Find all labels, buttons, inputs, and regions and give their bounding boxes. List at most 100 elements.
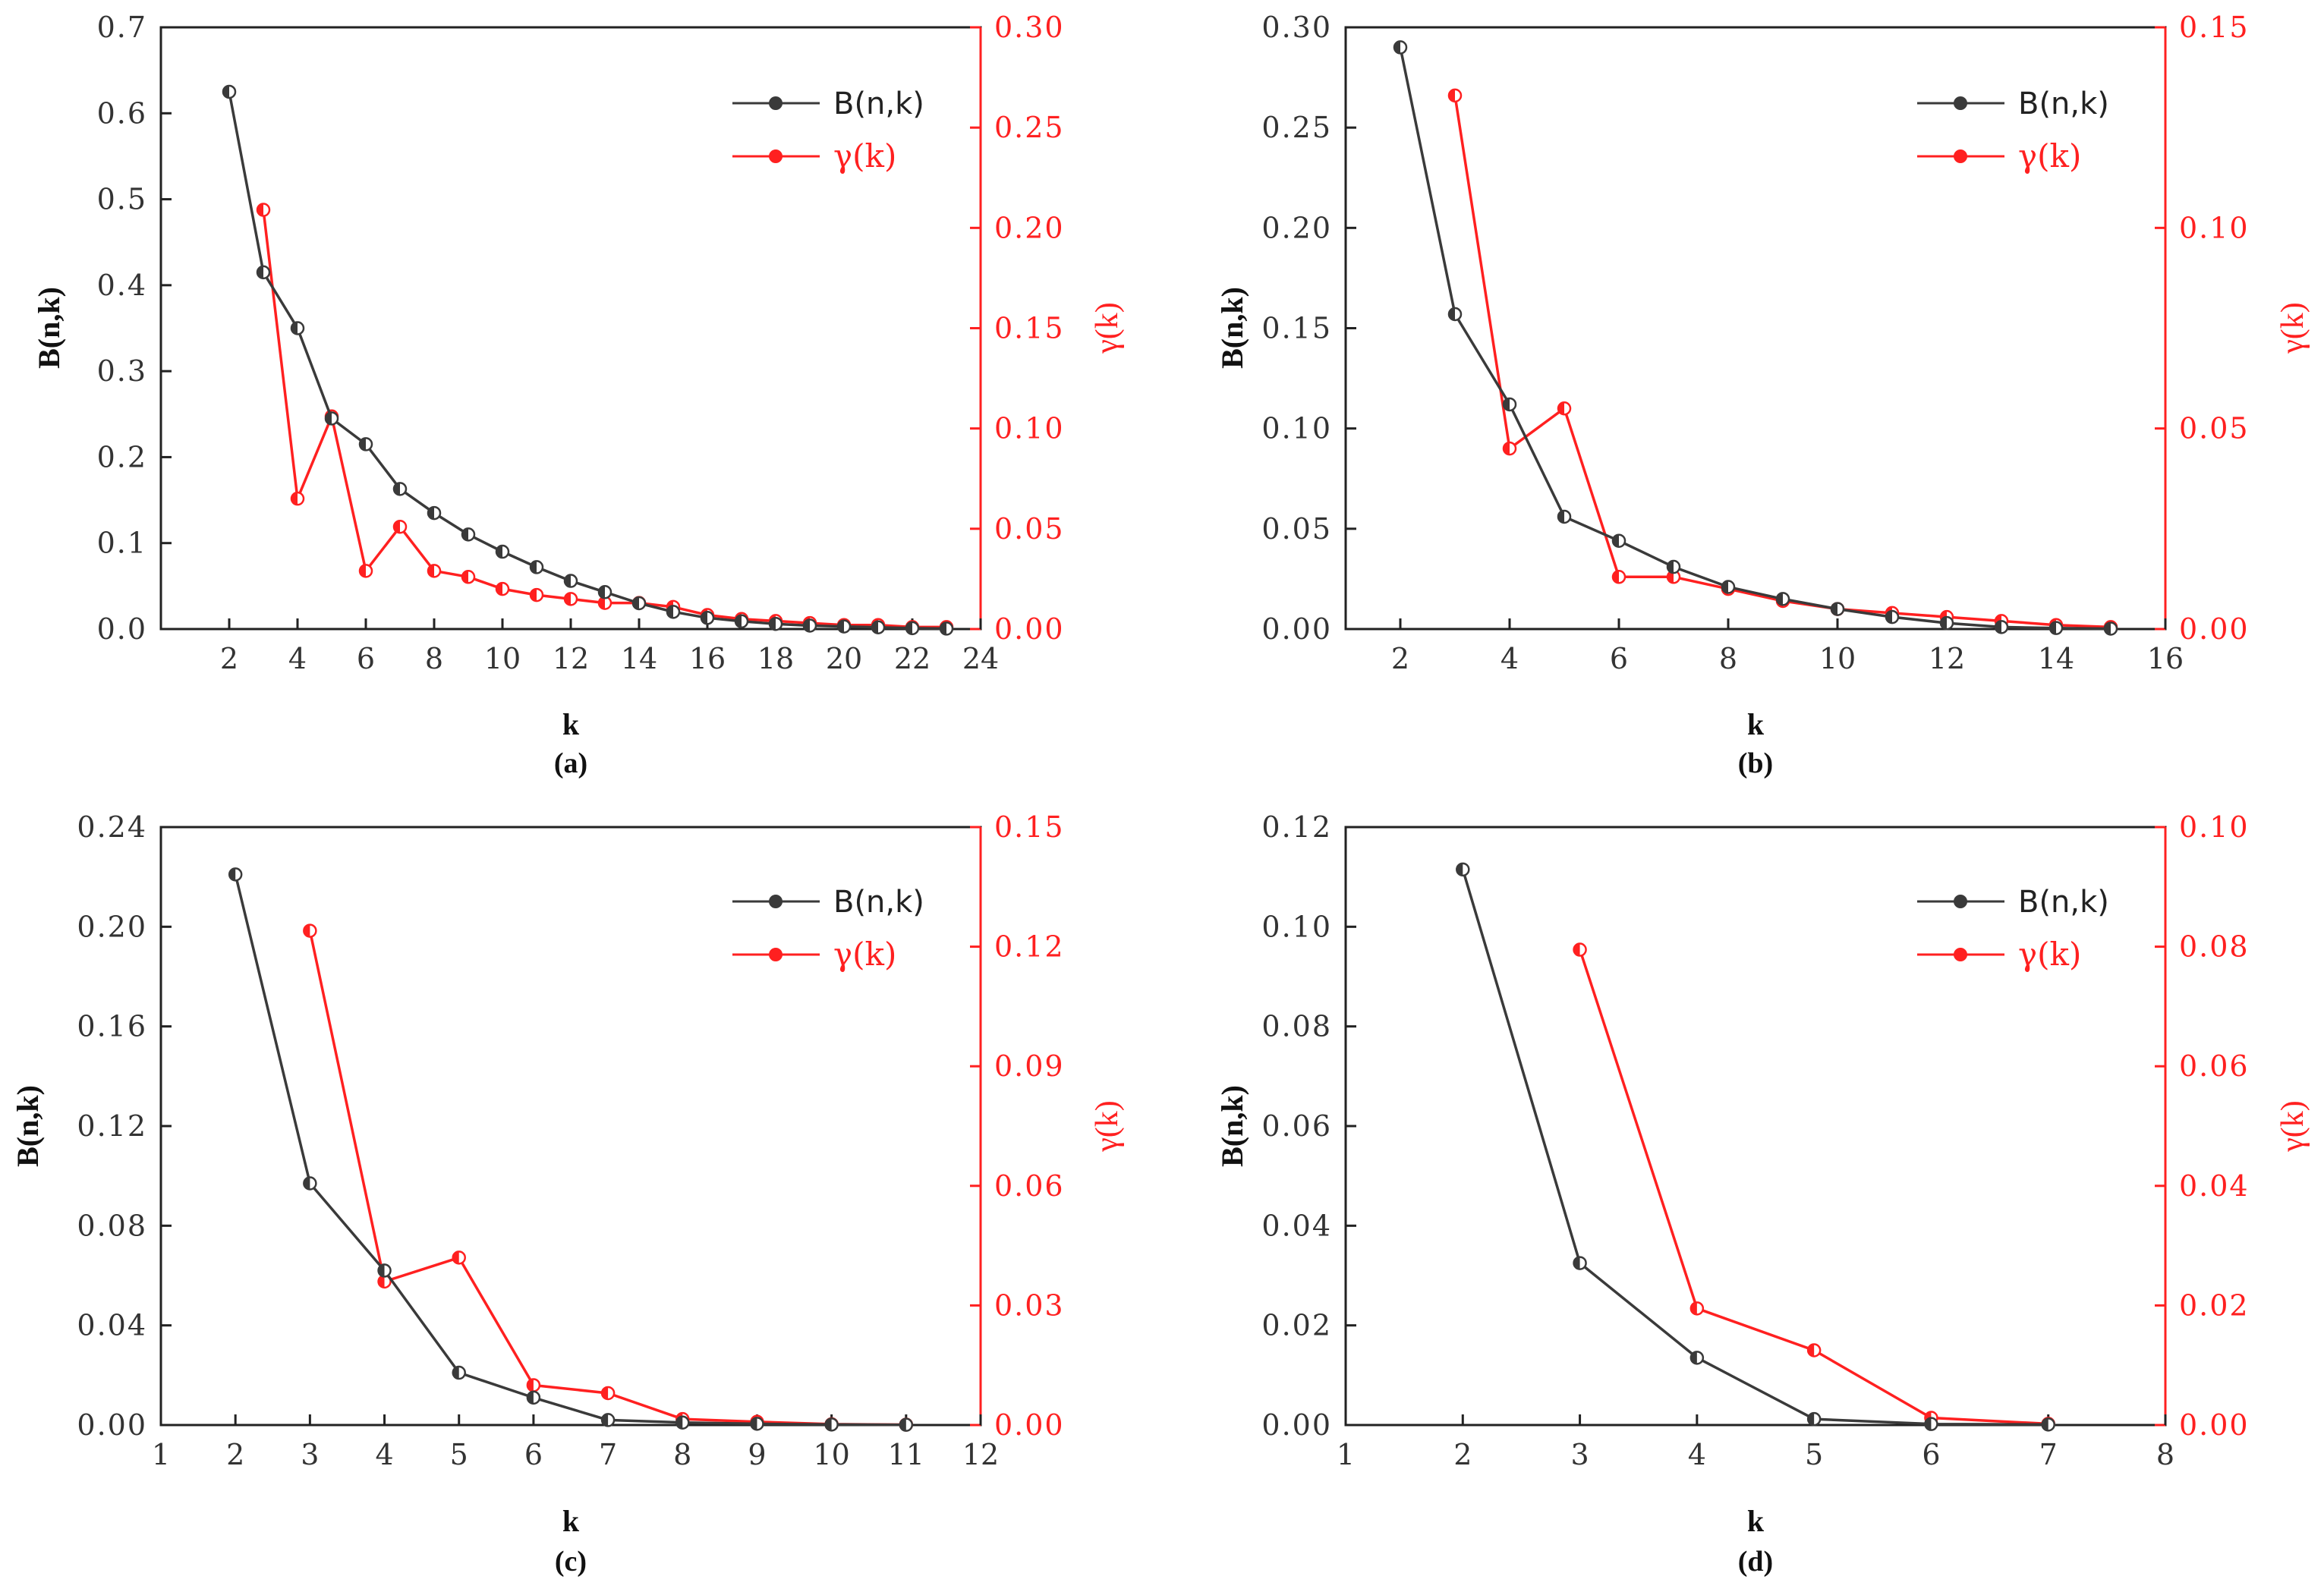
- left-tick-label: 0.08: [77, 1209, 147, 1242]
- x-tick-label: 6: [524, 1438, 543, 1471]
- panel-c: 0.000.040.080.120.160.200.24 0.000.030.0…: [11, 810, 1125, 1578]
- x-tick-label: 12: [553, 642, 589, 675]
- data-point-half-fill: [770, 618, 776, 631]
- y-axis-label-left: B(n,k): [32, 287, 66, 369]
- left-tick-label: 0.02: [1261, 1309, 1332, 1342]
- right-tick-label: 0.15: [2179, 11, 2250, 44]
- data-point-half-fill: [304, 1177, 310, 1190]
- legend-label-gamma: γ(k): [2018, 137, 2081, 175]
- left-tick-label: 0.7: [97, 11, 147, 44]
- x-tick-label: 4: [288, 642, 307, 675]
- panel-caption: (b): [1738, 747, 1773, 779]
- data-point-half-fill: [1941, 617, 1947, 630]
- x-tick-label: 6: [1922, 1438, 1940, 1471]
- left-tick-label: 0.10: [1261, 910, 1332, 943]
- right-tick-label: 0.12: [994, 930, 1065, 964]
- x-tick-label: 7: [2039, 1438, 2058, 1471]
- series-line-b: [228, 91, 947, 631]
- series-b: [228, 867, 914, 1432]
- right-tick-label: 0.09: [994, 1049, 1065, 1083]
- left-tick-label: 0.4: [97, 269, 147, 302]
- data-point-half-fill: [1394, 41, 1400, 54]
- data-point-half-fill: [599, 596, 605, 609]
- x-tick-label: 20: [826, 642, 862, 675]
- series-line-b: [1399, 47, 2111, 631]
- legend-marker-gamma: [1954, 948, 1967, 961]
- right-tick-label: 0.00: [2179, 1408, 2250, 1442]
- data-point-half-fill: [599, 586, 605, 599]
- data-point-half-fill: [1573, 1257, 1580, 1269]
- data-point-half-fill: [735, 615, 742, 628]
- right-tick-label: 0.25: [994, 111, 1065, 144]
- x-axis-ticks: 1 2 3 4 5 6 7 8 9 10 11 12: [152, 1414, 999, 1471]
- data-point-half-fill: [360, 565, 366, 577]
- series-gamma: [1447, 88, 2118, 634]
- legend-label-gamma: γ(k): [2018, 936, 2081, 973]
- x-tick-label: 16: [2147, 642, 2184, 675]
- data-point-half-fill: [1722, 580, 1728, 593]
- x-tick-label: 11: [888, 1438, 924, 1471]
- right-tick-label: 0.10: [2179, 211, 2250, 244]
- right-tick-label: 0.10: [994, 412, 1065, 445]
- data-point-half-fill: [1449, 307, 1455, 320]
- y-axis-label-left: B(n,k): [1215, 287, 1249, 369]
- data-point-half-fill: [565, 593, 571, 606]
- left-tick-label: 0.16: [77, 1010, 147, 1043]
- x-tick-label: 2: [1453, 1438, 1472, 1471]
- left-tick-label: 0.0: [97, 612, 147, 646]
- left-axis-ticks: 0.00 0.05 0.10 0.15 0.20 0.25 0.30: [1261, 11, 1356, 646]
- x-tick-label: 1: [1337, 1438, 1355, 1471]
- data-point-half-fill: [360, 438, 366, 451]
- legend-marker-gamma: [769, 948, 783, 961]
- left-tick-label: 0.06: [1261, 1109, 1332, 1143]
- data-point-half-fill: [2105, 622, 2111, 635]
- x-tick-label: 9: [748, 1438, 766, 1471]
- x-tick-label: 2: [226, 1438, 244, 1471]
- data-point-half-fill: [667, 606, 673, 618]
- data-point-half-fill: [633, 597, 639, 610]
- right-tick-label: 0.08: [2179, 930, 2250, 964]
- data-point-half-fill: [1504, 442, 1510, 455]
- data-point-half-fill: [1690, 1351, 1697, 1364]
- right-axis-ticks: 0.00 0.03 0.06 0.09 0.12 0.15: [970, 810, 1065, 1442]
- panel-b: 0.00 0.05 0.10 0.15 0.20 0.25 0.30 0.00 0.05 0.1…: [1215, 11, 2310, 779]
- left-tick-label: 0.20: [1261, 211, 1332, 244]
- x-tick-label: 16: [689, 642, 726, 675]
- legend-label-gamma: γ(k): [833, 137, 896, 175]
- series-line-b: [234, 873, 906, 1427]
- x-axis-ticks: 2 4 6 8 10 12 14 16 18 20 22 24: [220, 618, 999, 675]
- data-point-half-fill: [229, 868, 236, 881]
- x-axis-ticks: 1 2 3 4 5 6 7 8: [1337, 1414, 2174, 1471]
- data-point-half-fill: [1995, 621, 2001, 634]
- left-axis-ticks: 0.0 0.1 0.2 0.3 0.4 0.5 0.6 0.7: [97, 11, 172, 646]
- left-tick-label: 0.30: [1261, 11, 1332, 44]
- left-tick-label: 0.1: [97, 527, 147, 560]
- legend: B(n,k) γ(k): [1917, 885, 2109, 973]
- data-point-half-fill: [452, 1367, 459, 1380]
- x-tick-label: 8: [425, 642, 443, 675]
- data-point-half-fill: [428, 565, 434, 577]
- legend-marker-gamma: [1954, 149, 1967, 163]
- data-point-half-fill: [378, 1275, 385, 1288]
- data-point-half-fill: [1690, 1302, 1697, 1315]
- data-point-half-fill: [940, 622, 946, 635]
- legend-label-b: B(n,k): [2018, 885, 2109, 920]
- left-tick-label: 0.25: [1261, 111, 1332, 144]
- right-tick-label: 0.06: [994, 1169, 1065, 1203]
- legend-marker-b: [769, 96, 783, 110]
- data-point-half-fill: [291, 322, 298, 335]
- left-tick-label: 0.04: [1261, 1209, 1332, 1242]
- left-tick-label: 0.5: [97, 183, 147, 216]
- x-tick-label: 3: [1570, 1438, 1589, 1471]
- right-tick-label: 0.30: [994, 11, 1065, 44]
- data-point-half-fill: [1777, 593, 1783, 606]
- data-point-half-fill: [496, 546, 502, 558]
- legend: B(n,k) γ(k): [732, 87, 924, 175]
- left-tick-label: 0.3: [97, 354, 147, 388]
- right-tick-label: 0.03: [994, 1288, 1065, 1322]
- left-tick-label: 0.00: [1261, 612, 1332, 646]
- data-point-half-fill: [257, 203, 263, 216]
- data-point-half-fill: [496, 583, 502, 596]
- legend-marker-b: [1954, 96, 1967, 110]
- series-line-b: [1461, 869, 2048, 1427]
